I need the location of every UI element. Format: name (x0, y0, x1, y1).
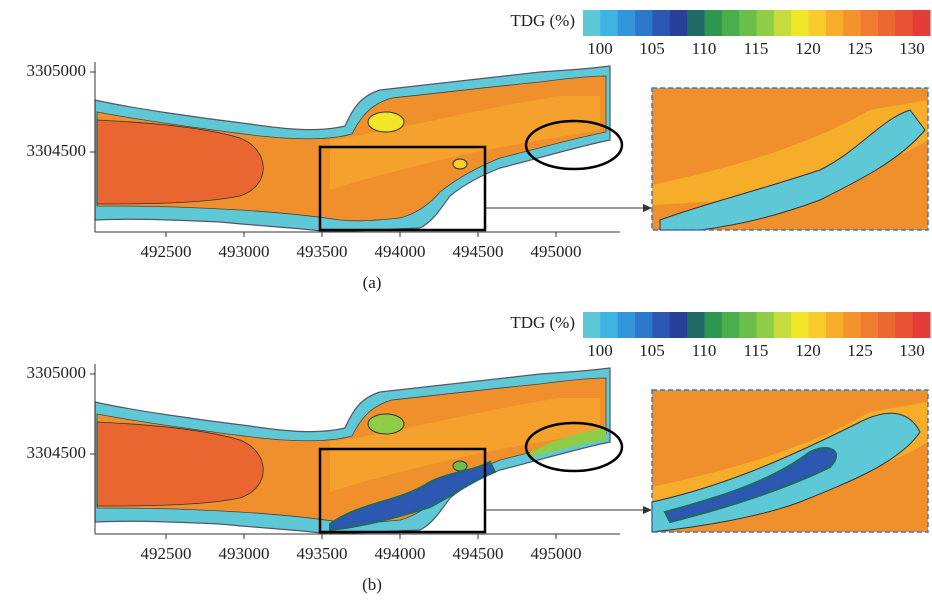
colorbar-segment (895, 312, 914, 338)
y-tick-label: 3305000 (27, 363, 87, 382)
high-zone (96, 421, 264, 507)
x-tick-label: 494500 (453, 242, 504, 261)
colorbar-segment (687, 10, 705, 36)
x-tick-label: 493000 (219, 242, 270, 261)
x-tick-label: 495000 (531, 242, 582, 261)
colorbar-segment (652, 10, 671, 36)
colorbar-segment (756, 10, 775, 36)
colorbar-segment (791, 10, 810, 36)
colorbar-segment (704, 312, 723, 338)
colorbar-segment (617, 10, 636, 36)
panel: TDG (%) 100 105 110 115 120 125 130 3305000 33045… (27, 312, 931, 594)
colorbar-tick-label: 125 (847, 341, 873, 360)
x-tick-label: 493000 (219, 544, 270, 563)
y-tick-label: 3304500 (27, 443, 87, 462)
colorbar-segment (583, 10, 601, 36)
arrow-head (643, 506, 652, 514)
island-zone (452, 460, 468, 472)
x-tick-label: 494000 (375, 242, 426, 261)
colorbar-segment (600, 312, 619, 338)
colorbar-segment (912, 10, 931, 36)
x-tick-label: 493500 (297, 242, 348, 261)
colorbar-segment (669, 312, 688, 338)
zoom-box (318, 145, 487, 232)
colorbar-segment (791, 312, 810, 338)
colorbar-segment (669, 10, 688, 36)
mid-zone (330, 96, 600, 190)
colorbar-segment (825, 312, 844, 338)
colorbar-segment (843, 10, 862, 36)
colorbar-segment (739, 312, 757, 338)
colorbar-segment (773, 10, 792, 36)
colorbar-segment (617, 312, 636, 338)
highlight-ellipse (524, 119, 624, 171)
colorbar-tick-label: 110 (692, 341, 717, 360)
y-tick-label: 3305000 (27, 61, 87, 80)
colorbar-tick-label: 120 (795, 39, 821, 58)
colorbar-segment (773, 312, 792, 338)
colorbar-tick-label: 130 (899, 39, 925, 58)
inset-frame (651, 87, 929, 231)
panel: TDG (%) 100 105 110 115 120 125 130 3305000 33045… (27, 10, 931, 292)
colorbar-tick-label: 125 (847, 39, 873, 58)
colorbar-segment (877, 10, 896, 36)
colorbar-segment (808, 10, 827, 36)
colorbar-segment (808, 312, 827, 338)
colorbar-segment (721, 10, 740, 36)
x-tick-label: 494000 (375, 544, 426, 563)
colorbar-segment (860, 312, 879, 338)
island-zone (367, 111, 405, 133)
colorbar-tick-label: 100 (587, 39, 613, 58)
colorbar-segment (652, 312, 671, 338)
colorbar-segment (843, 312, 862, 338)
x-tick-label: 494500 (453, 544, 504, 563)
arrow-head (643, 204, 652, 212)
island-zone (367, 413, 405, 435)
panel-label: (b) (362, 575, 382, 594)
colorbar-segment (756, 312, 775, 338)
colorbar-segment (635, 10, 653, 36)
colorbar-segment (721, 312, 740, 338)
x-tick-label: 492500 (141, 544, 192, 563)
x-tick-label: 495000 (531, 544, 582, 563)
colorbar-segment (600, 10, 619, 36)
colorbar-segment (895, 10, 914, 36)
zoom-box (318, 447, 487, 534)
inset-blue (663, 447, 838, 524)
colorbar-tick-label: 105 (639, 341, 665, 360)
colorbar-segment (583, 312, 601, 338)
mid-zone (330, 398, 600, 492)
colorbar-segment (877, 312, 896, 338)
colorbar-tick-label: 105 (639, 39, 665, 58)
inset-frame (651, 389, 929, 533)
colorbar-title: TDG (%) (510, 11, 575, 30)
x-tick-label: 492500 (141, 242, 192, 261)
colorbar-title: TDG (%) (510, 313, 575, 332)
colorbar-tick-label: 115 (744, 341, 769, 360)
colorbar-segment (687, 312, 705, 338)
inset-low (659, 109, 926, 231)
colorbar-tick-label: 130 (899, 341, 925, 360)
panel-label: (a) (363, 273, 382, 292)
colorbar-segment (825, 10, 844, 36)
low-zone (329, 460, 497, 532)
colorbar-segment (704, 10, 723, 36)
x-tick-label: 493500 (297, 544, 348, 563)
highlight-ellipse (524, 421, 624, 473)
y-tick-label: 3304500 (27, 141, 87, 160)
high-zone (96, 119, 264, 205)
colorbar-tick-label: 100 (587, 341, 613, 360)
colorbar-segment (860, 10, 879, 36)
inset-mid (652, 100, 928, 205)
colorbar-segment (635, 312, 653, 338)
low-zone (530, 428, 606, 458)
island-zone (452, 158, 468, 170)
colorbar-tick-label: 110 (692, 39, 717, 58)
colorbar-segment (912, 312, 931, 338)
colorbar-tick-label: 120 (795, 341, 821, 360)
colorbar-segment (739, 10, 757, 36)
colorbar-tick-label: 115 (744, 39, 769, 58)
